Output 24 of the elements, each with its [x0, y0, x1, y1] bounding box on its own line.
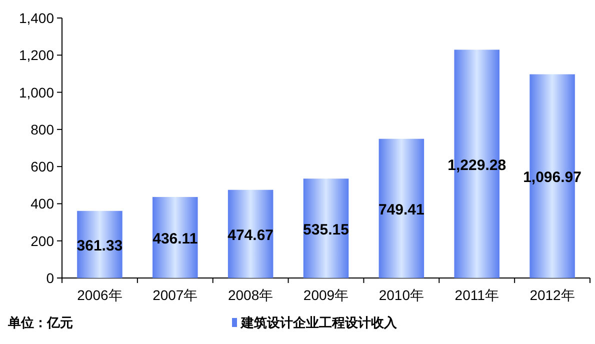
data-label: 436.11 [152, 230, 198, 248]
data-label: 361.33 [76, 237, 123, 254]
data-label: 1,096.97 [523, 169, 582, 186]
ytick: 600 [30, 158, 54, 175]
ytick: 1,200 [18, 47, 54, 64]
data-label: 474.67 [228, 226, 274, 244]
xtick: 2007年 [152, 287, 198, 303]
ytick: 800 [30, 121, 54, 138]
data-label: 749.41 [378, 201, 424, 218]
xtick: 2010年 [378, 287, 424, 303]
legend: 建筑设计企业工程设计收入 [241, 315, 397, 330]
ytick: 0 [46, 270, 54, 286]
ytick: 200 [30, 232, 54, 249]
xtick: 2012年 [530, 287, 575, 303]
xtick: 2009年 [303, 287, 349, 303]
xtick: 2011年 [454, 287, 499, 303]
ytick: 1,400 [18, 10, 54, 26]
data-label: 535.15 [303, 221, 349, 238]
annotation: 单位：亿元 [8, 315, 73, 330]
xtick: 2008年 [228, 287, 274, 303]
ytick: 1,000 [18, 84, 54, 100]
xtick: 2006年 [77, 287, 122, 303]
data-label: 1,229.28 [448, 156, 506, 174]
ytick: 400 [30, 196, 54, 212]
